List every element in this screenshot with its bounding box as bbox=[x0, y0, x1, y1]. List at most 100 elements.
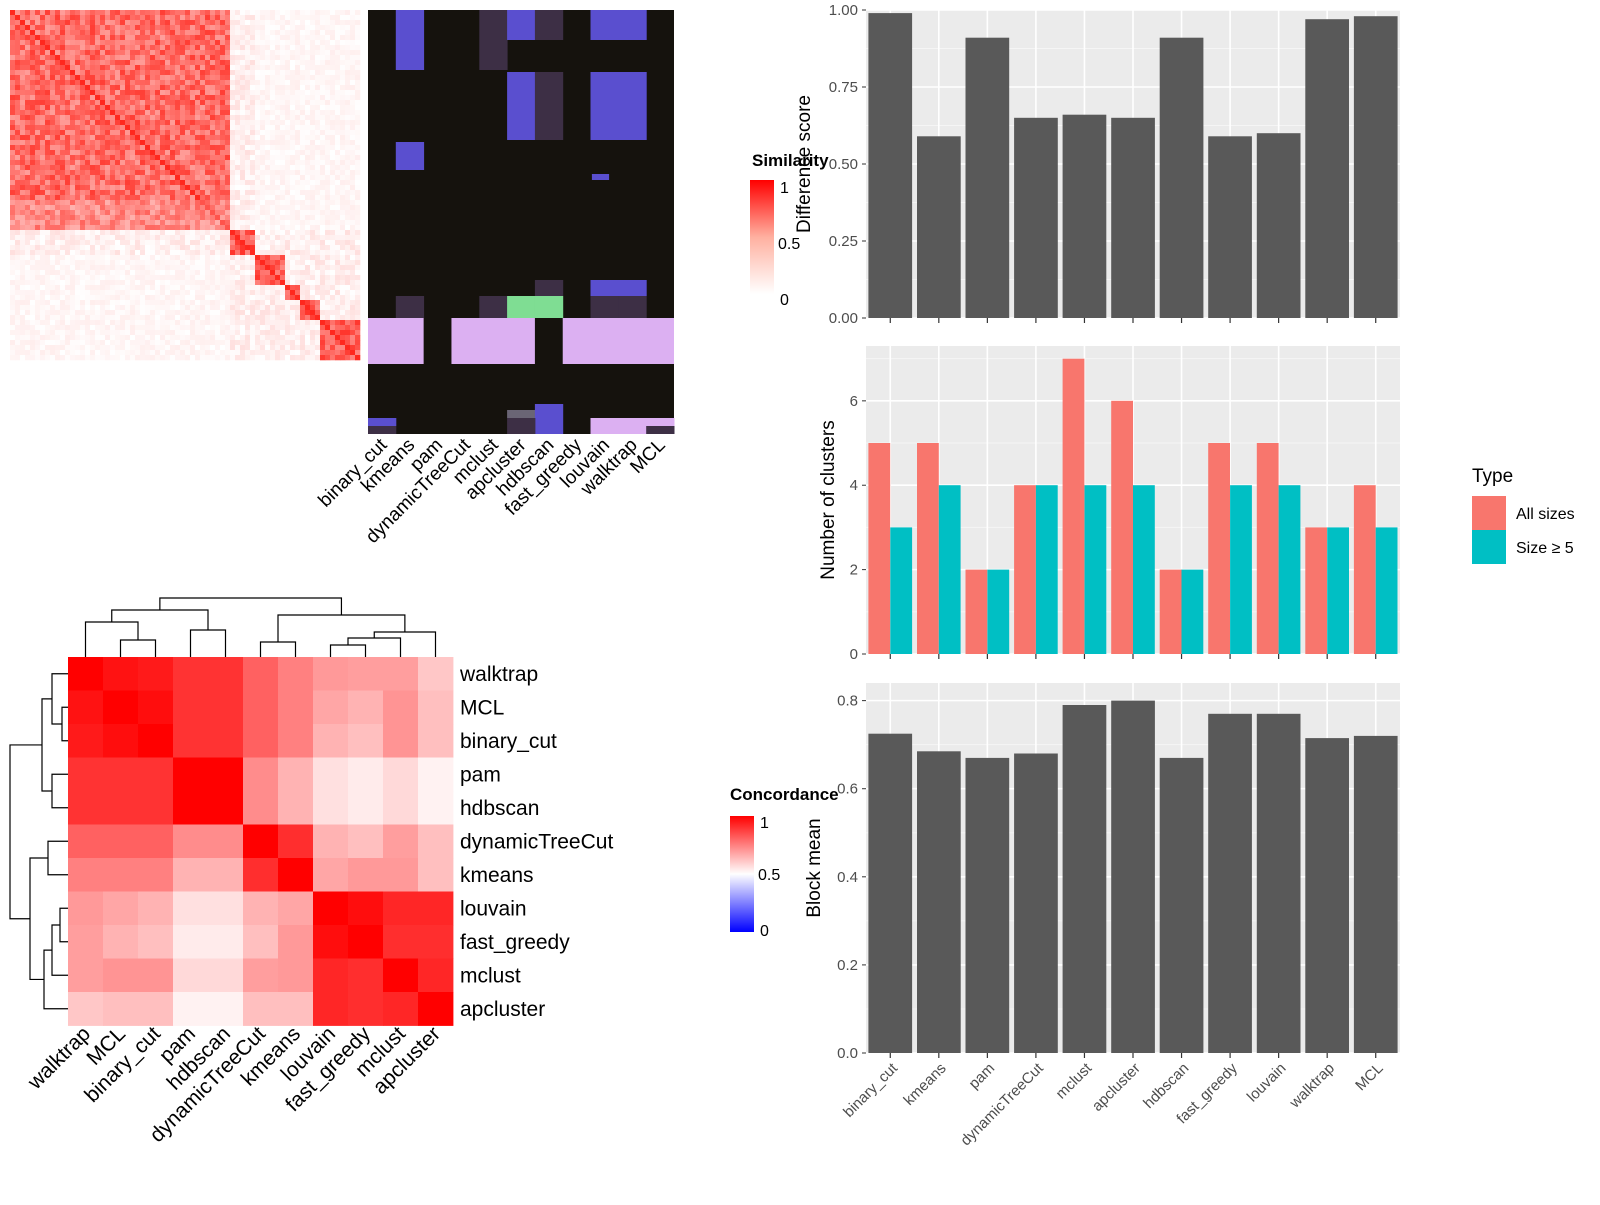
similarity-cell bbox=[40, 205, 46, 211]
similarity-cell bbox=[335, 275, 341, 281]
similarity-cell bbox=[20, 150, 26, 156]
similarity-cell bbox=[355, 40, 361, 46]
similarity-cell bbox=[140, 20, 146, 26]
similarity-cell bbox=[355, 175, 361, 181]
similarity-cell bbox=[195, 20, 201, 26]
similarity-cell bbox=[170, 35, 176, 41]
similarity-cell bbox=[35, 320, 41, 326]
concordance-cell bbox=[208, 657, 244, 691]
similarity-cell bbox=[140, 50, 146, 56]
similarity-cell bbox=[35, 310, 41, 316]
similarity-cell bbox=[80, 275, 86, 281]
similarity-cell bbox=[240, 55, 246, 61]
similarity-cell bbox=[190, 195, 196, 201]
similarity-cell bbox=[130, 50, 136, 56]
similarity-cell bbox=[85, 210, 91, 216]
similarity-cell bbox=[70, 305, 76, 311]
similarity-cell bbox=[110, 60, 116, 66]
similarity-cell bbox=[250, 115, 256, 121]
similarity-cell bbox=[85, 295, 91, 301]
similarity-cell bbox=[285, 320, 291, 326]
similarity-cell bbox=[270, 330, 276, 336]
similarity-cell bbox=[150, 245, 156, 251]
similarity-cell bbox=[235, 170, 241, 176]
similarity-cell bbox=[315, 80, 321, 86]
similarity-cell bbox=[40, 250, 46, 256]
similarity-cell bbox=[305, 70, 311, 76]
similarity-cell bbox=[100, 125, 106, 131]
similarity-cell bbox=[130, 195, 136, 201]
similarity-cell bbox=[315, 305, 321, 311]
similarity-cell bbox=[75, 145, 81, 151]
similarity-cell bbox=[145, 45, 151, 51]
similarity-cell bbox=[145, 120, 151, 126]
similarity-cell bbox=[50, 130, 56, 136]
similarity-cell bbox=[200, 305, 206, 311]
similarity-cell bbox=[15, 345, 21, 351]
similarity-cell bbox=[330, 200, 336, 206]
similarity-cell bbox=[110, 250, 116, 256]
similarity-cell bbox=[165, 45, 171, 51]
similarity-cell bbox=[95, 240, 101, 246]
similarity-cell bbox=[325, 300, 331, 306]
similarity-cell bbox=[290, 40, 296, 46]
similarity-cell bbox=[280, 120, 286, 126]
similarity-cell bbox=[120, 45, 126, 51]
similarity-cell bbox=[140, 40, 146, 46]
similarity-cell bbox=[325, 180, 331, 186]
similarity-cell bbox=[245, 165, 251, 171]
similarity-cell bbox=[80, 55, 86, 61]
similarity-cell bbox=[320, 300, 326, 306]
similarity-cell bbox=[110, 185, 116, 191]
similarity-cell bbox=[355, 75, 361, 81]
similarity-cell bbox=[70, 125, 76, 131]
similarity-cell bbox=[235, 225, 241, 231]
similarity-cell bbox=[265, 280, 271, 286]
similarity-cell bbox=[115, 70, 121, 76]
similarity-cell bbox=[225, 350, 231, 356]
similarity-cell bbox=[50, 10, 56, 16]
similarity-cell bbox=[100, 280, 106, 286]
similarity-cell bbox=[100, 25, 106, 31]
similarity-cell bbox=[155, 300, 161, 306]
similarity-cell bbox=[210, 135, 216, 141]
similarity-cell bbox=[205, 270, 211, 276]
similarity-cell bbox=[190, 330, 196, 336]
similarity-cell bbox=[55, 50, 61, 56]
similarity-cell bbox=[345, 315, 351, 321]
similarity-cell bbox=[80, 230, 86, 236]
similarity-cell bbox=[215, 280, 221, 286]
similarity-cell bbox=[190, 75, 196, 81]
similarity-cell bbox=[160, 175, 166, 181]
similarity-cell bbox=[340, 205, 346, 211]
similarity-cell bbox=[30, 20, 36, 26]
similarity-cell bbox=[20, 40, 26, 46]
membership-block bbox=[590, 72, 619, 140]
similarity-cell bbox=[50, 195, 56, 201]
similarity-cell bbox=[285, 55, 291, 61]
similarity-cell bbox=[90, 215, 96, 221]
similarity-cell bbox=[105, 90, 111, 96]
similarity-cell bbox=[40, 355, 46, 361]
similarity-cell bbox=[255, 270, 261, 276]
similarity-cell bbox=[300, 110, 306, 116]
similarity-cell bbox=[50, 255, 56, 261]
similarity-cell bbox=[270, 170, 276, 176]
similarity-cell bbox=[275, 250, 281, 256]
similarity-cell bbox=[45, 90, 51, 96]
similarity-cell bbox=[230, 345, 236, 351]
similarity-cell bbox=[80, 330, 86, 336]
similarity-cell bbox=[65, 210, 71, 216]
similarity-cell bbox=[225, 245, 231, 251]
similarity-cell bbox=[165, 30, 171, 36]
similarity-cell bbox=[255, 315, 261, 321]
similarity-cell bbox=[65, 45, 71, 51]
similarity-cell bbox=[310, 250, 316, 256]
similarity-cell bbox=[210, 185, 216, 191]
similarity-cell bbox=[105, 140, 111, 146]
similarity-cell bbox=[330, 10, 336, 16]
similarity-cell bbox=[225, 60, 231, 66]
similarity-cell bbox=[70, 95, 76, 101]
similarity-cell bbox=[135, 285, 141, 291]
similarity-cell bbox=[15, 200, 21, 206]
